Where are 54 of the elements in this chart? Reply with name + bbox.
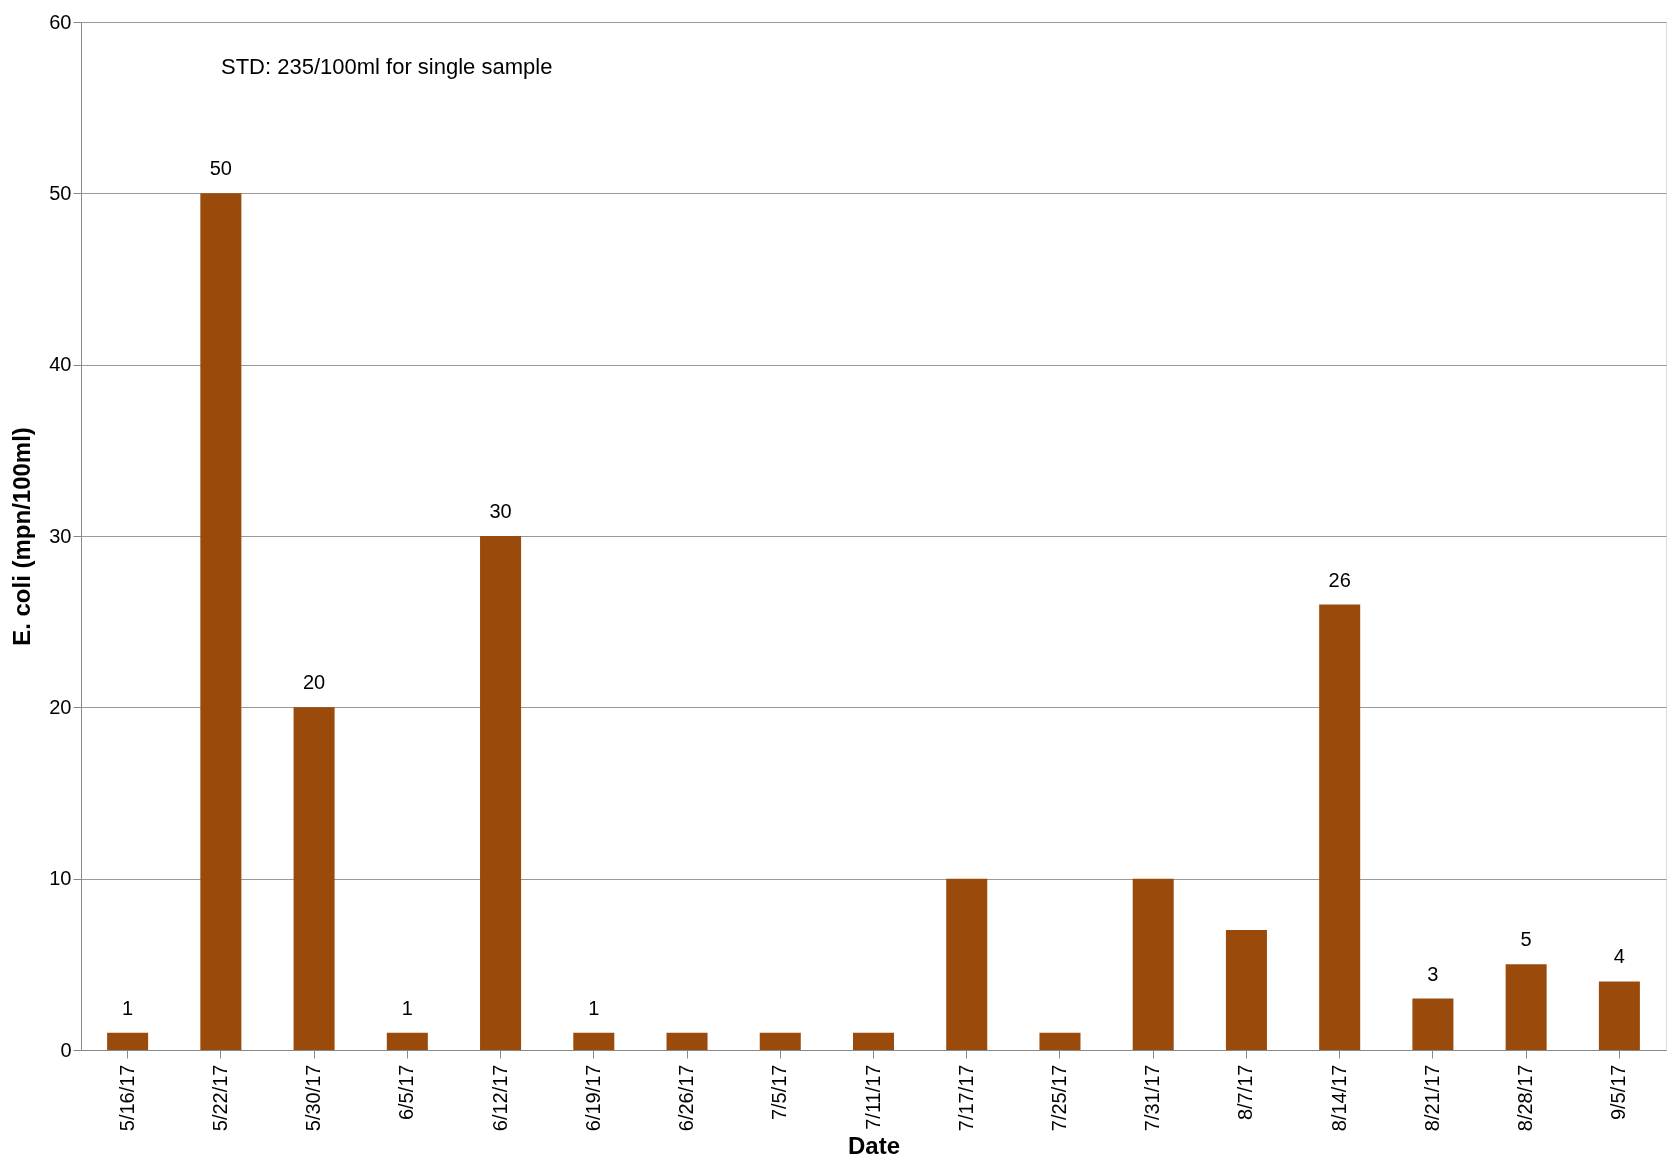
y-tick-label: 50 bbox=[49, 181, 72, 204]
x-tick-label: 8/28/17 bbox=[1514, 1064, 1537, 1132]
y-tick-label: 40 bbox=[49, 353, 72, 376]
data-label: 1 bbox=[401, 996, 413, 1019]
bar bbox=[1319, 604, 1361, 1050]
x-tick-label: 9/5/17 bbox=[1607, 1064, 1630, 1121]
y-tick-label: 60 bbox=[49, 10, 72, 33]
bar bbox=[1505, 964, 1547, 1050]
x-tick-label: 6/12/17 bbox=[488, 1064, 511, 1132]
bar bbox=[573, 1032, 615, 1050]
bar bbox=[107, 1032, 149, 1050]
data-label: 1 bbox=[122, 996, 134, 1019]
x-tick-label: 6/19/17 bbox=[581, 1064, 604, 1132]
y-axis-title: E. coli (mpn/100ml) bbox=[8, 427, 36, 646]
bar bbox=[1412, 998, 1454, 1050]
x-tick-label: 7/25/17 bbox=[1047, 1064, 1070, 1132]
y-tick-label: 0 bbox=[60, 1038, 72, 1061]
data-label: 30 bbox=[489, 500, 512, 522]
bar bbox=[759, 1032, 801, 1050]
bar bbox=[1598, 981, 1640, 1050]
bar bbox=[1039, 1032, 1081, 1050]
data-label: 3 bbox=[1427, 962, 1439, 985]
x-tick-label: 5/30/17 bbox=[302, 1064, 325, 1132]
data-label: 26 bbox=[1328, 568, 1351, 591]
bar bbox=[1132, 878, 1174, 1050]
data-label: 4 bbox=[1613, 945, 1625, 968]
x-tick-label: 8/21/17 bbox=[1420, 1064, 1443, 1132]
x-tick-label: 7/17/17 bbox=[954, 1064, 977, 1132]
bar bbox=[386, 1032, 428, 1050]
y-tick-label: 20 bbox=[49, 695, 72, 718]
data-label: 20 bbox=[302, 671, 326, 694]
x-tick-label: 5/16/17 bbox=[115, 1064, 138, 1132]
data-label: 50 bbox=[209, 157, 232, 180]
x-axis-title: Date bbox=[847, 1132, 901, 1160]
x-tick-label: 7/31/17 bbox=[1141, 1064, 1164, 1132]
x-tick-label: 7/5/17 bbox=[768, 1064, 791, 1121]
bar bbox=[1225, 930, 1267, 1050]
bar bbox=[480, 536, 522, 1050]
data-label: 5 bbox=[1520, 928, 1532, 951]
bar bbox=[946, 878, 988, 1050]
data-label: 1 bbox=[588, 996, 600, 1019]
y-tick-label: 10 bbox=[49, 867, 72, 890]
x-tick-label: 6/5/17 bbox=[395, 1064, 418, 1121]
bar bbox=[666, 1032, 708, 1050]
x-tick-label: 8/14/17 bbox=[1327, 1064, 1350, 1132]
bar bbox=[293, 707, 335, 1050]
y-tick-label: 30 bbox=[49, 524, 72, 547]
x-tick-label: 6/26/17 bbox=[675, 1064, 698, 1132]
x-tick-label: 7/11/17 bbox=[861, 1064, 884, 1130]
bar bbox=[200, 193, 242, 1050]
x-tick-label: 5/22/17 bbox=[208, 1064, 231, 1132]
bar bbox=[852, 1032, 895, 1050]
annotation: STD: 235/100ml for single sample bbox=[221, 54, 553, 79]
x-tick-label: 8/7/17 bbox=[1234, 1064, 1257, 1121]
